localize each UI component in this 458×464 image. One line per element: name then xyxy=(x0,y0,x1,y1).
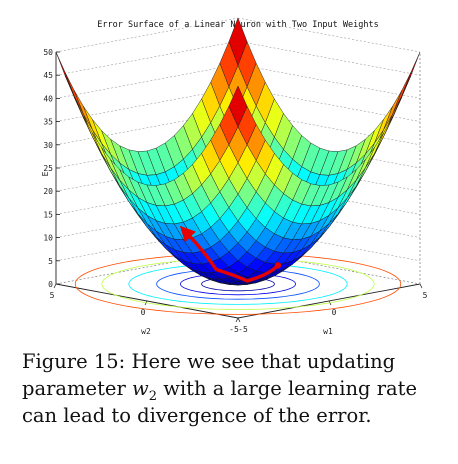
surface-patch xyxy=(228,85,248,127)
surface-patch xyxy=(83,105,102,144)
error-surface-figure: Error Surface of a Linear Neuron with Tw… xyxy=(41,17,428,336)
surface-patch xyxy=(73,90,93,131)
z-gridline-right xyxy=(237,87,421,122)
z-tick-label: 5 xyxy=(48,257,53,266)
z-gridline-right xyxy=(237,17,421,53)
caption-text-before: Here we see that updating parameter xyxy=(22,350,396,400)
w1-tick-label: 5 xyxy=(423,291,428,300)
surface-patch xyxy=(383,90,403,131)
w1-axis-label: w1 xyxy=(323,327,333,336)
z-gridline-left xyxy=(55,40,239,76)
z-tick-label: 35 xyxy=(43,118,53,127)
z-gridline-right xyxy=(237,110,421,146)
z-gridline-right xyxy=(237,64,421,99)
w1-tick-mark xyxy=(419,283,423,289)
z-tick-label: 25 xyxy=(43,164,53,173)
z-tick-label: 0 xyxy=(48,280,53,289)
surface-patch xyxy=(64,72,84,115)
surface-patch xyxy=(392,72,412,115)
divergence-arrow xyxy=(179,225,280,283)
w2-tick-label: -5 xyxy=(229,325,239,334)
z-tick-label: 20 xyxy=(43,187,53,196)
w1-tick-label: 0 xyxy=(332,308,337,317)
surface-layer xyxy=(55,17,421,286)
w1-tick-mark xyxy=(237,317,241,323)
caption-text-after: with a large learning rate can lead to d… xyxy=(22,377,418,427)
z-gridline-right xyxy=(237,249,421,285)
z-gridline-right xyxy=(237,40,421,76)
w2-axis-label: w2 xyxy=(141,327,151,336)
caption-prefix: Figure 15: xyxy=(22,350,126,373)
w2-tick-mark xyxy=(235,317,239,323)
surface-plot: Error Surface of a Linear Neuron with Tw… xyxy=(41,17,428,336)
z-tick-label: 30 xyxy=(43,141,53,150)
surface-patch xyxy=(374,105,393,144)
w2-tick-mark xyxy=(53,283,57,289)
z-gridline-left xyxy=(55,226,239,262)
z-tick-label: 50 xyxy=(43,48,53,57)
arrow-layer xyxy=(179,225,282,283)
z-gridline-left xyxy=(55,64,239,99)
caption-variable: w2 xyxy=(132,377,157,403)
z-gridline-left xyxy=(55,17,239,53)
caption-var-sub: 2 xyxy=(148,388,157,404)
figure-caption: Figure 15: Here we see that updating par… xyxy=(22,348,452,429)
z-tick-label: 15 xyxy=(43,210,53,219)
caption-var: w xyxy=(132,377,149,400)
z-tick-label: 45 xyxy=(43,71,53,80)
z-gridline-left xyxy=(55,249,239,285)
z-axis-label: E xyxy=(41,171,50,176)
z-tick-label: 40 xyxy=(43,94,53,103)
w2-tick-label: 5 xyxy=(50,291,55,300)
z-gridline-left xyxy=(55,110,239,146)
z-gridline-right xyxy=(237,226,421,262)
w2-tick-label: 0 xyxy=(141,308,146,317)
z-gridline-left xyxy=(55,87,239,122)
z-tick-label: 10 xyxy=(43,234,53,243)
w1-tick-label: -5 xyxy=(238,325,248,334)
